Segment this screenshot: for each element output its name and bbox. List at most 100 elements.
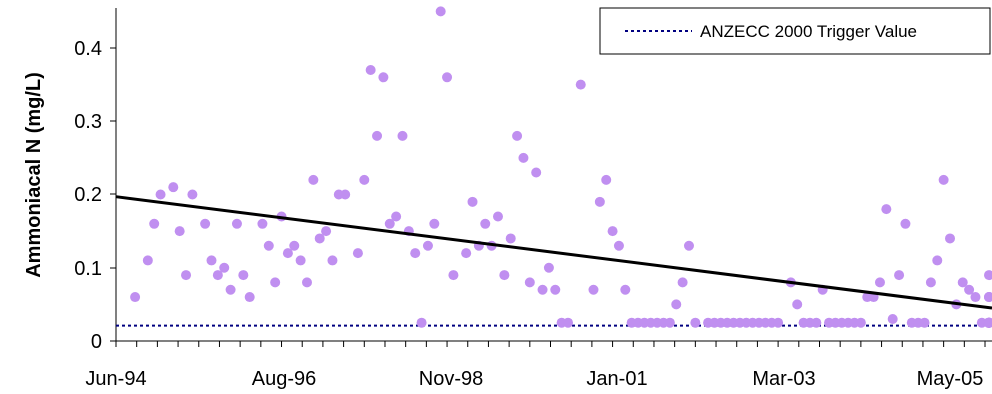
y-tick-label: 0.1 bbox=[74, 258, 102, 280]
data-point bbox=[225, 284, 236, 295]
data-point bbox=[359, 174, 370, 185]
data-point bbox=[219, 262, 230, 273]
data-point bbox=[957, 277, 968, 288]
data-point bbox=[263, 240, 274, 251]
data-point bbox=[282, 248, 293, 259]
data-point bbox=[881, 204, 892, 215]
data-point bbox=[970, 292, 981, 303]
data-point bbox=[664, 317, 675, 328]
x-tick-label: Jun-94 bbox=[85, 368, 146, 390]
data-point bbox=[792, 299, 803, 310]
data-point bbox=[887, 314, 898, 325]
data-point bbox=[461, 248, 472, 259]
data-point bbox=[512, 130, 523, 141]
data-point bbox=[168, 182, 179, 193]
data-point bbox=[416, 317, 427, 328]
data-point bbox=[187, 189, 198, 200]
data-point bbox=[773, 317, 784, 328]
data-point bbox=[894, 270, 905, 281]
data-point bbox=[480, 218, 491, 229]
x-tick-label: Aug-96 bbox=[252, 368, 317, 390]
data-point bbox=[677, 277, 688, 288]
data-point bbox=[206, 255, 217, 266]
data-point bbox=[563, 317, 574, 328]
data-point bbox=[964, 284, 975, 295]
data-point bbox=[984, 270, 992, 281]
data-point bbox=[295, 255, 306, 266]
x-tick-label: May-05 bbox=[917, 368, 984, 390]
data-point bbox=[518, 152, 529, 163]
data-point bbox=[671, 299, 682, 310]
y-tick-label: 0 bbox=[91, 331, 102, 353]
data-point bbox=[448, 270, 459, 281]
data-point bbox=[384, 218, 395, 229]
y-axis-label: Ammoniacal N (mg/L) bbox=[23, 72, 45, 278]
data-point bbox=[410, 248, 421, 259]
data-point bbox=[442, 72, 453, 83]
data-point bbox=[321, 226, 332, 237]
data-point bbox=[620, 284, 631, 295]
x-tick-label: Mar-03 bbox=[752, 368, 815, 390]
x-tick-label: Nov-98 bbox=[419, 368, 483, 390]
data-point bbox=[919, 317, 930, 328]
data-point bbox=[607, 226, 618, 237]
data-point bbox=[200, 218, 211, 229]
data-point bbox=[327, 255, 338, 266]
y-tick-label: 0.4 bbox=[74, 38, 102, 60]
y-tick-label: 0.3 bbox=[74, 111, 102, 133]
data-point bbox=[613, 240, 624, 251]
data-point bbox=[257, 218, 268, 229]
x-tick-label: Jan-01 bbox=[586, 368, 647, 390]
data-point bbox=[308, 174, 319, 185]
data-point bbox=[130, 292, 141, 303]
data-point bbox=[244, 292, 255, 303]
legend: ANZECC 2000 Trigger Value bbox=[599, 7, 991, 55]
data-point bbox=[352, 248, 363, 259]
data-point bbox=[945, 233, 955, 244]
data-point bbox=[435, 6, 446, 17]
data-point bbox=[397, 130, 408, 141]
data-point bbox=[683, 240, 694, 251]
data-point bbox=[575, 79, 586, 90]
data-point bbox=[238, 270, 249, 281]
data-point bbox=[301, 277, 312, 288]
data-point bbox=[270, 277, 281, 288]
data-point bbox=[505, 233, 516, 244]
data-point bbox=[422, 240, 433, 251]
trend-line-layer bbox=[115, 195, 992, 310]
data-point bbox=[429, 218, 440, 229]
data-point bbox=[925, 277, 936, 288]
data-point bbox=[594, 196, 605, 207]
data-point bbox=[149, 218, 160, 229]
chart-axes: 0 0.1 0.2 0.3 0.4 Jun-94 Aug-96 Nov-98 J… bbox=[23, 8, 992, 390]
data-point bbox=[938, 174, 949, 185]
data-point bbox=[601, 174, 612, 185]
data-point bbox=[900, 218, 911, 229]
data-point bbox=[531, 167, 542, 178]
data-point bbox=[340, 189, 351, 200]
data-point bbox=[811, 317, 822, 328]
data-point bbox=[181, 270, 192, 281]
data-point bbox=[499, 270, 510, 281]
data-point bbox=[314, 233, 325, 244]
data-point bbox=[588, 284, 599, 295]
data-point bbox=[690, 317, 701, 328]
data-point bbox=[537, 284, 548, 295]
legend-box bbox=[599, 7, 991, 55]
data-point bbox=[365, 64, 376, 75]
data-point bbox=[142, 255, 153, 266]
data-point bbox=[289, 240, 300, 251]
legend-trigger-label: ANZECC 2000 Trigger Value bbox=[700, 22, 917, 41]
data-point bbox=[467, 196, 478, 207]
data-point bbox=[155, 189, 166, 200]
data-point bbox=[231, 218, 242, 229]
trend-line bbox=[115, 195, 992, 310]
data-point bbox=[543, 262, 554, 273]
data-point bbox=[550, 284, 561, 295]
y-tick-label: 0.2 bbox=[74, 184, 102, 206]
data-point bbox=[874, 277, 885, 288]
data-point bbox=[984, 317, 992, 328]
data-point bbox=[212, 270, 223, 281]
data-point bbox=[492, 211, 503, 222]
